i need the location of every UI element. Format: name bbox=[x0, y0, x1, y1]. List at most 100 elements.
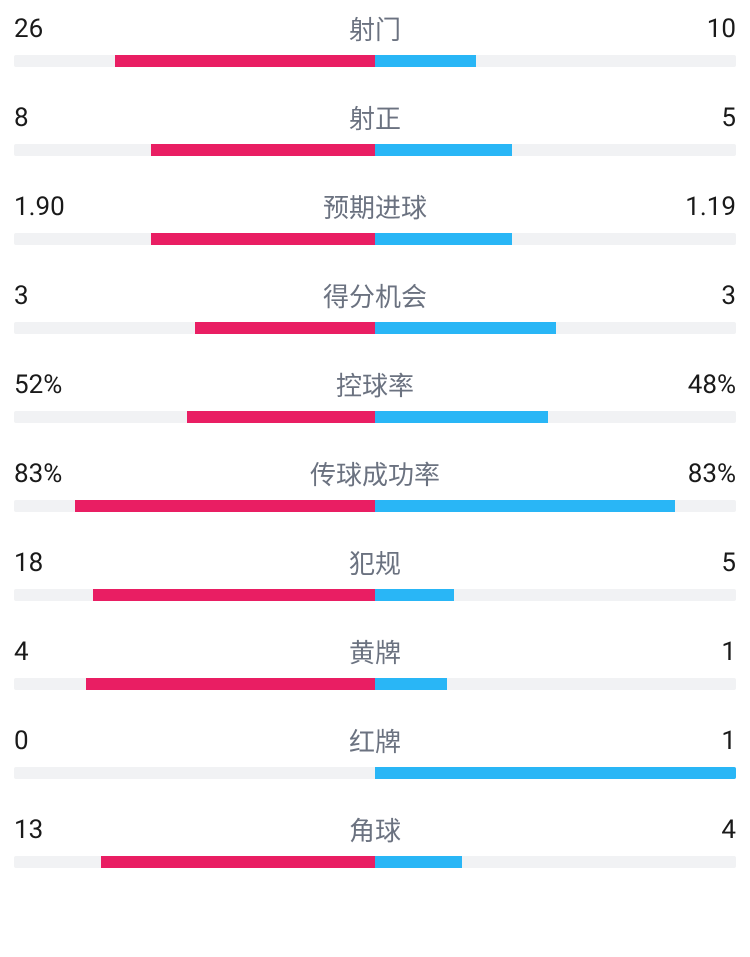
stat-value-left: 26 bbox=[14, 14, 74, 44]
stat-title: 传球成功率 bbox=[74, 455, 676, 492]
stat-value-left: 1.90 bbox=[14, 192, 74, 222]
bar-track-left bbox=[14, 55, 375, 67]
stat-title: 角球 bbox=[74, 811, 676, 848]
stat-labels: 26 射门 10 bbox=[14, 10, 736, 47]
stat-bar bbox=[14, 144, 736, 156]
stat-labels: 13 角球 4 bbox=[14, 811, 736, 848]
bar-track-left bbox=[14, 322, 375, 334]
bar-fill-left bbox=[101, 856, 375, 868]
stat-value-right: 4 bbox=[676, 815, 736, 845]
stat-labels: 3 得分机会 3 bbox=[14, 277, 736, 314]
bar-track-right bbox=[375, 411, 736, 423]
stat-title: 得分机会 bbox=[74, 277, 676, 314]
stat-bar bbox=[14, 411, 736, 423]
stat-bar bbox=[14, 500, 736, 512]
bar-track-right bbox=[375, 55, 736, 67]
bar-track-right bbox=[375, 856, 736, 868]
stat-value-right: 10 bbox=[676, 14, 736, 44]
bar-fill-right bbox=[375, 678, 447, 690]
stat-bar bbox=[14, 856, 736, 868]
bar-fill-right bbox=[375, 233, 512, 245]
stat-labels: 83% 传球成功率 83% bbox=[14, 455, 736, 492]
stat-value-right: 48% bbox=[676, 370, 736, 400]
bar-fill-right bbox=[375, 589, 454, 601]
bar-track-left bbox=[14, 678, 375, 690]
stat-row: 1.90 预期进球 1.19 bbox=[14, 188, 736, 245]
stat-value-left: 52% bbox=[14, 370, 74, 400]
stat-value-left: 0 bbox=[14, 726, 74, 756]
bar-fill-left bbox=[115, 55, 375, 67]
bar-fill-left bbox=[187, 411, 375, 423]
match-stats-list: 26 射门 10 8 射正 5 1.90 bbox=[14, 10, 736, 868]
bar-track-right bbox=[375, 144, 736, 156]
stat-row: 13 角球 4 bbox=[14, 811, 736, 868]
bar-fill-right bbox=[375, 411, 548, 423]
bar-fill-right bbox=[375, 322, 556, 334]
stat-value-left: 4 bbox=[14, 637, 74, 667]
stat-value-left: 8 bbox=[14, 103, 74, 133]
stat-value-left: 3 bbox=[14, 281, 74, 311]
bar-fill-right bbox=[375, 500, 675, 512]
stat-bar bbox=[14, 678, 736, 690]
bar-fill-right bbox=[375, 856, 462, 868]
bar-fill-left bbox=[86, 678, 375, 690]
stat-row: 18 犯规 5 bbox=[14, 544, 736, 601]
stat-title: 黄牌 bbox=[74, 633, 676, 670]
stat-value-right: 1.19 bbox=[676, 192, 736, 222]
stat-bar bbox=[14, 322, 736, 334]
bar-track-left bbox=[14, 233, 375, 245]
stat-title: 射正 bbox=[74, 99, 676, 136]
stat-title: 红牌 bbox=[74, 722, 676, 759]
stat-value-right: 1 bbox=[676, 726, 736, 756]
bar-fill-right bbox=[375, 767, 736, 779]
bar-track-right bbox=[375, 589, 736, 601]
stat-title: 控球率 bbox=[74, 366, 676, 403]
stat-value-left: 13 bbox=[14, 815, 74, 845]
stat-bar bbox=[14, 767, 736, 779]
stat-title: 射门 bbox=[74, 10, 676, 47]
stat-row: 52% 控球率 48% bbox=[14, 366, 736, 423]
bar-fill-right bbox=[375, 55, 476, 67]
bar-track-right bbox=[375, 500, 736, 512]
bar-fill-left bbox=[151, 144, 375, 156]
bar-track-left bbox=[14, 767, 375, 779]
stat-labels: 8 射正 5 bbox=[14, 99, 736, 136]
stat-row: 26 射门 10 bbox=[14, 10, 736, 67]
stat-labels: 1.90 预期进球 1.19 bbox=[14, 188, 736, 225]
stat-value-left: 83% bbox=[14, 459, 74, 489]
stat-title: 预期进球 bbox=[74, 188, 676, 225]
stat-labels: 52% 控球率 48% bbox=[14, 366, 736, 403]
bar-fill-left bbox=[93, 589, 375, 601]
stat-labels: 0 红牌 1 bbox=[14, 722, 736, 759]
stat-bar bbox=[14, 55, 736, 67]
bar-track-left bbox=[14, 500, 375, 512]
stat-value-right: 3 bbox=[676, 281, 736, 311]
stat-row: 0 红牌 1 bbox=[14, 722, 736, 779]
bar-track-left bbox=[14, 144, 375, 156]
bar-track-right bbox=[375, 233, 736, 245]
stat-title: 犯规 bbox=[74, 544, 676, 581]
bar-track-right bbox=[375, 322, 736, 334]
bar-fill-right bbox=[375, 144, 512, 156]
bar-track-right bbox=[375, 767, 736, 779]
stat-bar bbox=[14, 589, 736, 601]
stat-row: 8 射正 5 bbox=[14, 99, 736, 156]
stat-labels: 18 犯规 5 bbox=[14, 544, 736, 581]
stat-value-right: 83% bbox=[676, 459, 736, 489]
stat-bar bbox=[14, 233, 736, 245]
bar-track-left bbox=[14, 856, 375, 868]
bar-track-right bbox=[375, 678, 736, 690]
bar-track-left bbox=[14, 411, 375, 423]
stat-value-right: 5 bbox=[676, 548, 736, 578]
stat-labels: 4 黄牌 1 bbox=[14, 633, 736, 670]
bar-fill-left bbox=[75, 500, 375, 512]
stat-row: 83% 传球成功率 83% bbox=[14, 455, 736, 512]
bar-track-left bbox=[14, 589, 375, 601]
bar-fill-left bbox=[151, 233, 375, 245]
bar-fill-left bbox=[195, 322, 376, 334]
stat-value-left: 18 bbox=[14, 548, 74, 578]
stat-row: 4 黄牌 1 bbox=[14, 633, 736, 690]
stat-value-right: 5 bbox=[676, 103, 736, 133]
stat-value-right: 1 bbox=[676, 637, 736, 667]
stat-row: 3 得分机会 3 bbox=[14, 277, 736, 334]
